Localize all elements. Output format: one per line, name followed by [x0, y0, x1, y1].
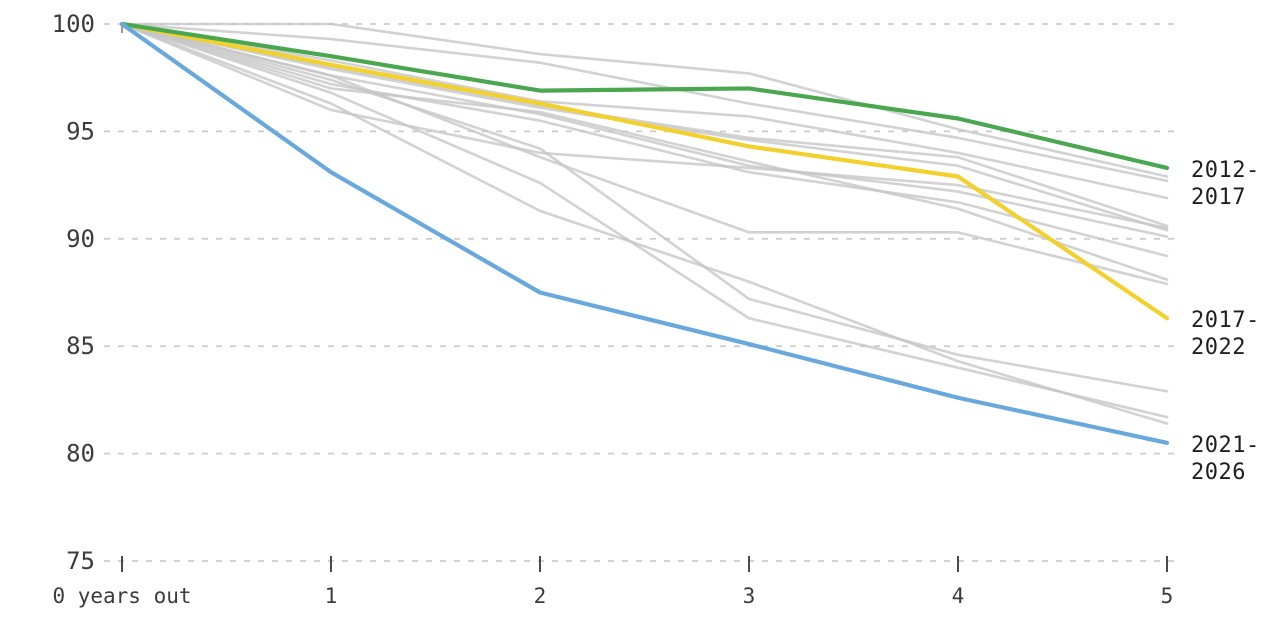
- y-axis-tick-label-80: 80: [66, 440, 95, 468]
- series-line-background-2: [120, 22, 1169, 183]
- series-end-label-line: 2026: [1191, 459, 1246, 485]
- y-axis-tick-label-100: 100: [52, 10, 95, 38]
- series-line-background-8: [120, 22, 1169, 286]
- series-line-background-12: [120, 22, 1169, 425]
- series-line-background-11: [120, 22, 1169, 419]
- series-line-background-10: [120, 22, 1169, 393]
- y-axis-tick-label-85: 85: [66, 332, 95, 360]
- series-line-background-13: [120, 22, 1169, 281]
- series-line-2021-2026: [119, 21, 1170, 445]
- series-line-background-7: [120, 22, 1169, 258]
- series-line-2012-2017: [119, 21, 1170, 171]
- series-end-label-line: 2021-: [1191, 432, 1260, 458]
- x-axis-tick-label-3: 3: [743, 584, 756, 608]
- series-end-label-line: 2022: [1191, 335, 1246, 361]
- series-end-label-2017-2022: 2017- 2022: [1191, 307, 1260, 361]
- series-line-2017-2022: [119, 21, 1170, 321]
- series-line-background-1: [120, 22, 1169, 178]
- series-line-background-3: [120, 22, 1169, 200]
- series-end-label-line: 2012-: [1191, 157, 1260, 183]
- x-axis-tick-label-0: 0 years out: [52, 584, 191, 608]
- series-end-label-2021-2026: 2021- 2026: [1191, 432, 1260, 486]
- x-axis-tick-label-1: 1: [325, 584, 338, 608]
- y-axis-tick-label-90: 90: [66, 225, 95, 253]
- y-axis-tick-label-95: 95: [66, 117, 95, 145]
- series-end-label-2012-2017: 2012- 2017: [1191, 157, 1260, 211]
- x-axis-tick-label-2: 2: [534, 584, 547, 608]
- series-end-label-line: 2017: [1191, 184, 1246, 210]
- y-axis-tick-label-75: 75: [66, 547, 95, 575]
- x-axis-tick-label-4: 4: [952, 584, 965, 608]
- x-axis-tick-label-5: 5: [1161, 584, 1174, 608]
- series-line-background-9: [120, 22, 1169, 230]
- series-end-label-line: 2017-: [1191, 308, 1260, 334]
